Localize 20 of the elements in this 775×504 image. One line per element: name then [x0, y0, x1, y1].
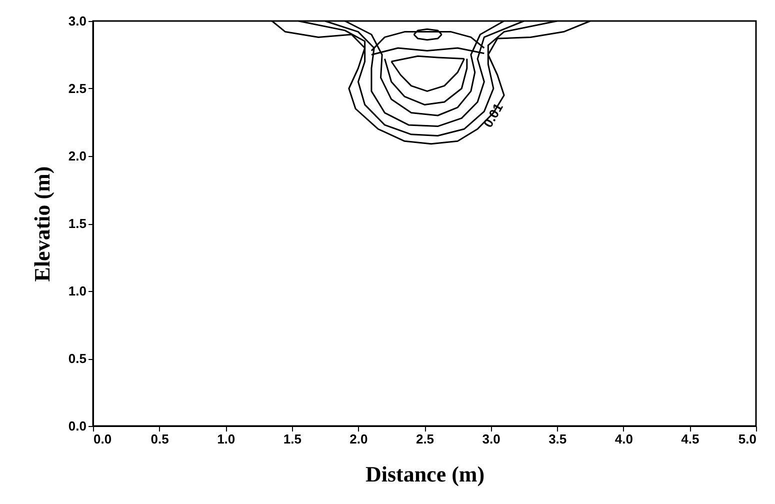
y-tick-label: 3.0: [68, 14, 86, 28]
y-tick-label: 0.5: [68, 351, 86, 366]
y-axis-title: Elevatio (m): [29, 166, 54, 282]
x-tick-label: 3.5: [548, 432, 567, 446]
x-tick-label: 1.0: [217, 432, 236, 446]
x-tick-label: 0.0: [94, 432, 112, 446]
x-tick-label: 0.5: [150, 432, 169, 446]
x-tick-label: 4.0: [614, 432, 633, 446]
x-tick-label: 4.5: [681, 432, 700, 446]
x-tick-label: 3.0: [482, 432, 500, 446]
y-tick-label: 1.0: [68, 284, 86, 298]
x-tick-label: 2.5: [416, 432, 434, 446]
y-tick-label: 2.5: [68, 81, 86, 96]
y-tick-label: 1.5: [68, 216, 86, 231]
x-axis-title: Distance (m): [365, 462, 485, 486]
y-tick-label: 0.0: [68, 418, 86, 434]
x-tick-label: 1.5: [283, 432, 302, 446]
y-tick-label: 2.0: [68, 148, 86, 164]
x-tick-label: 5.0: [738, 432, 756, 446]
x-tick-label: 2.0: [350, 432, 368, 446]
